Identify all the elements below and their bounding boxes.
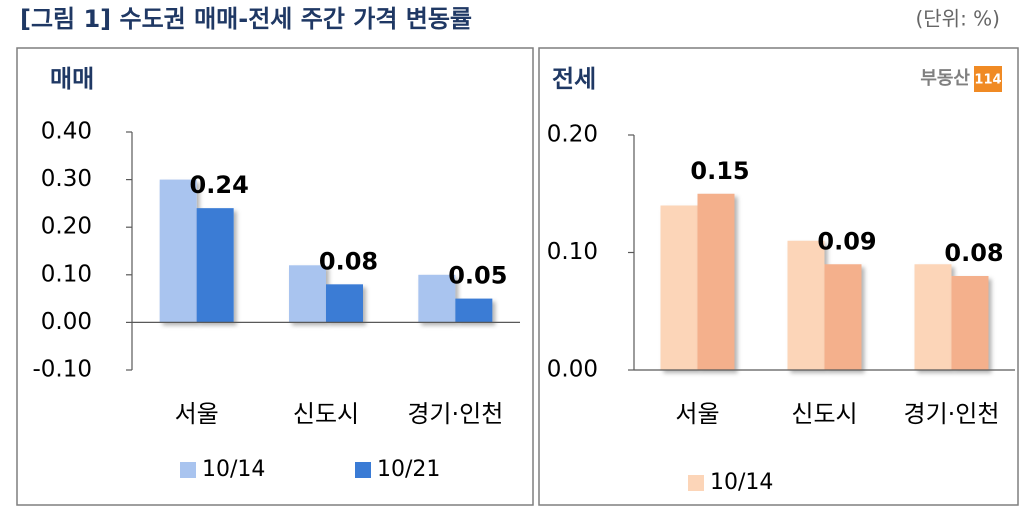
data-label: 0.05 — [448, 262, 507, 290]
bar — [455, 298, 493, 323]
panel-frame — [16, 47, 534, 506]
y-tick-label: 0.00 — [547, 357, 598, 383]
bar — [824, 264, 862, 370]
x-tick-label: 서울 — [675, 400, 719, 428]
bar — [196, 208, 234, 323]
bar — [418, 274, 456, 323]
x-tick-label: 경기·인천 — [407, 400, 503, 428]
logo-badge-text: 114 — [974, 73, 1001, 88]
x-tick-label: 신도시 — [791, 400, 857, 428]
y-tick-label: -0.10 — [32, 357, 92, 383]
legend-label: 10/14 — [202, 457, 265, 482]
data-label: 0.08 — [319, 247, 378, 275]
panel-title: 매매 — [50, 65, 94, 93]
x-tick-label: 서울 — [175, 400, 219, 428]
x-tick-label: 경기·인천 — [904, 400, 1000, 428]
data-label: 0.24 — [190, 171, 249, 199]
bar — [326, 284, 363, 323]
bar — [697, 193, 735, 370]
y-tick-label: 0.20 — [41, 214, 92, 240]
bar — [159, 179, 197, 323]
y-tick-label: 0.30 — [41, 166, 92, 192]
panel-frame — [538, 47, 1019, 506]
unit-note: (단위: %) — [915, 7, 1000, 31]
bar — [289, 265, 326, 323]
y-tick-label: 0.20 — [547, 122, 598, 148]
y-tick-label: 0.10 — [547, 239, 598, 265]
legend-swatch — [688, 475, 704, 491]
page-title: [그림 1] 수도권 매매-전세 주간 가격 변동률 — [20, 5, 472, 33]
bar — [660, 205, 698, 370]
legend-label: 10/21 — [377, 457, 440, 482]
bar — [787, 240, 825, 370]
bar — [951, 276, 989, 370]
y-tick-label: 0.00 — [41, 309, 92, 335]
logo-text: 부동산 — [920, 68, 970, 89]
data-label: 0.15 — [690, 157, 749, 185]
logo-badge — [974, 66, 1002, 92]
y-tick-label: 0.10 — [41, 261, 92, 287]
x-tick-label: 신도시 — [293, 400, 359, 428]
legend-label: 10/14 — [710, 470, 773, 495]
legend-swatch — [355, 462, 371, 478]
legend-swatch — [180, 462, 196, 478]
y-tick-label: 0.40 — [41, 119, 92, 145]
data-label: 0.09 — [817, 227, 876, 255]
panel-title: 전세 — [552, 65, 596, 93]
data-label: 0.08 — [944, 239, 1003, 267]
bar — [914, 264, 952, 370]
